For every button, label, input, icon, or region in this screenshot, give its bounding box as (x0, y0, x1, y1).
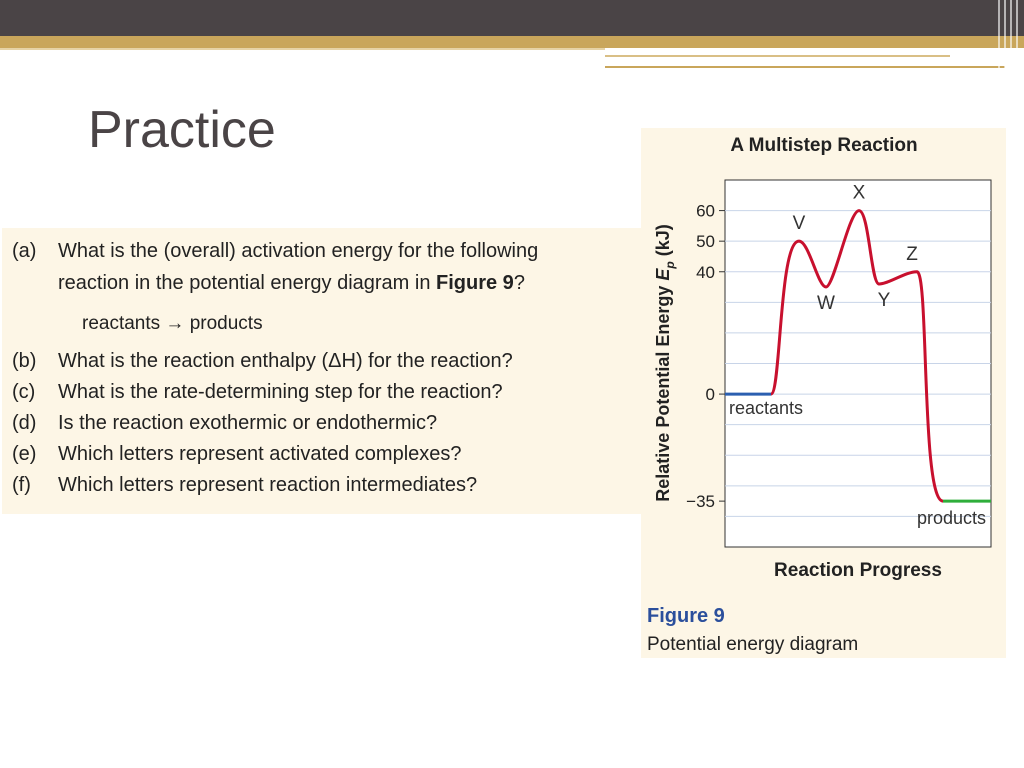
question-text: What is the rate-determining step for th… (58, 381, 503, 403)
point-labels: V W X Y Z (793, 183, 919, 314)
question-letter: (f) (12, 474, 31, 496)
question-letter: (d) (12, 412, 37, 434)
grid-lines (725, 210, 991, 517)
header-accent-line (605, 66, 1005, 68)
y-tick-label: 40 (696, 263, 715, 282)
point-label-y: Y (878, 290, 891, 311)
reaction-equation: reactants → products (82, 313, 263, 334)
header-accent (0, 36, 1024, 48)
energy-diagram: A Multistep Reaction 60 50 40 0 −35 V W X Y Z re… (647, 135, 992, 655)
header-band (0, 0, 1024, 36)
figure-panel: A Multistep Reaction 60 50 40 0 −35 V W X Y Z re… (641, 128, 1006, 658)
question-b: (b) What is the reaction enthalpy (ΔH) fo… (12, 350, 513, 373)
slide-title: Practice (88, 101, 276, 159)
y-tick-label: 50 (696, 232, 715, 251)
point-label-x: X (853, 183, 866, 204)
question-text: What is the (overall) activation energy … (58, 240, 539, 262)
questions-panel: (a) What is the (overall) activation ener… (2, 228, 642, 514)
chart-title: A Multistep Reaction (730, 135, 917, 156)
energy-curves (725, 209, 991, 503)
y-tick-label: 0 (706, 385, 715, 404)
question-c: (c) What is the rate-determining step for… (12, 381, 503, 404)
figure-reference: Figure 9 (436, 272, 514, 294)
point-label-v: V (793, 213, 806, 234)
point-label-w: W (817, 293, 835, 314)
reactants-label: reactants (729, 398, 803, 418)
figure-caption-text: Potential energy diagram (647, 634, 858, 655)
question-text: Which letters represent activated comple… (58, 443, 462, 465)
header-stripes (994, 0, 1024, 70)
question-e: (e) Which letters represent activated com… (12, 443, 462, 466)
question-a: (a) What is the (overall) activation ener… (12, 240, 538, 263)
x-axis-label: Reaction Progress (774, 560, 942, 581)
question-text: What is the reaction enthalpy (ΔH) for t… (58, 350, 513, 372)
products-label: products (917, 508, 986, 528)
question-text: Is the reaction exothermic or endothermi… (58, 412, 438, 434)
question-a-line2: reaction in the potential energy diagram… (58, 272, 525, 295)
question-letter: (a) (12, 240, 37, 262)
y-tick-label: −35 (686, 492, 715, 511)
question-letter: (b) (12, 350, 37, 372)
question-text: Which letters represent reaction interme… (58, 474, 478, 496)
y-axis-ticks: 60 50 40 0 −35 (686, 202, 725, 511)
header-accent-line (0, 48, 605, 50)
question-d: (d) Is the reaction exothermic or endothe… (12, 412, 437, 435)
header-accent-line (605, 55, 950, 57)
question-letter: (c) (12, 381, 36, 403)
y-tick-label: 60 (696, 202, 715, 221)
question-text: ? (513, 272, 525, 294)
y-axis-label: Relative Potential Energy Ep (kJ) (653, 224, 677, 501)
question-letter: (e) (12, 443, 37, 465)
reaction-curve (769, 209, 944, 503)
figure-caption-label: Figure 9 (647, 605, 725, 627)
question-text: reaction in the potential energy diagram… (58, 272, 437, 294)
point-label-z: Z (906, 244, 918, 265)
question-f: (f) Which letters represent reaction inte… (12, 474, 477, 497)
